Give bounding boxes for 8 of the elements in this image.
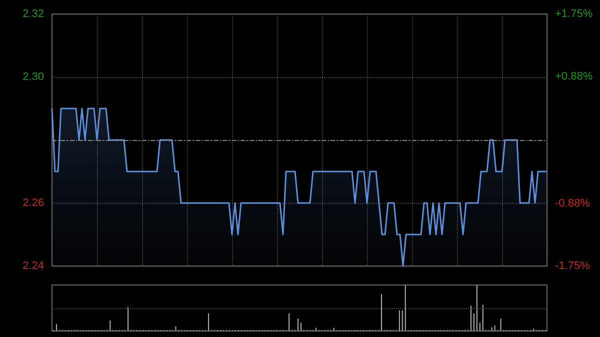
y2-tick-label: -0.88% <box>555 197 590 210</box>
y-tick-label: 2.32 <box>22 8 44 20</box>
y2-tick-label: -1.75% <box>555 260 590 272</box>
y-tick-label: 2.26 <box>22 197 44 209</box>
y-tick-label: 2.24 <box>22 260 44 272</box>
y-tick-label: 2.30 <box>22 71 44 83</box>
y2-tick-label: +0.88% <box>555 70 593 83</box>
y2-tick-label: +1.75% <box>555 8 593 20</box>
